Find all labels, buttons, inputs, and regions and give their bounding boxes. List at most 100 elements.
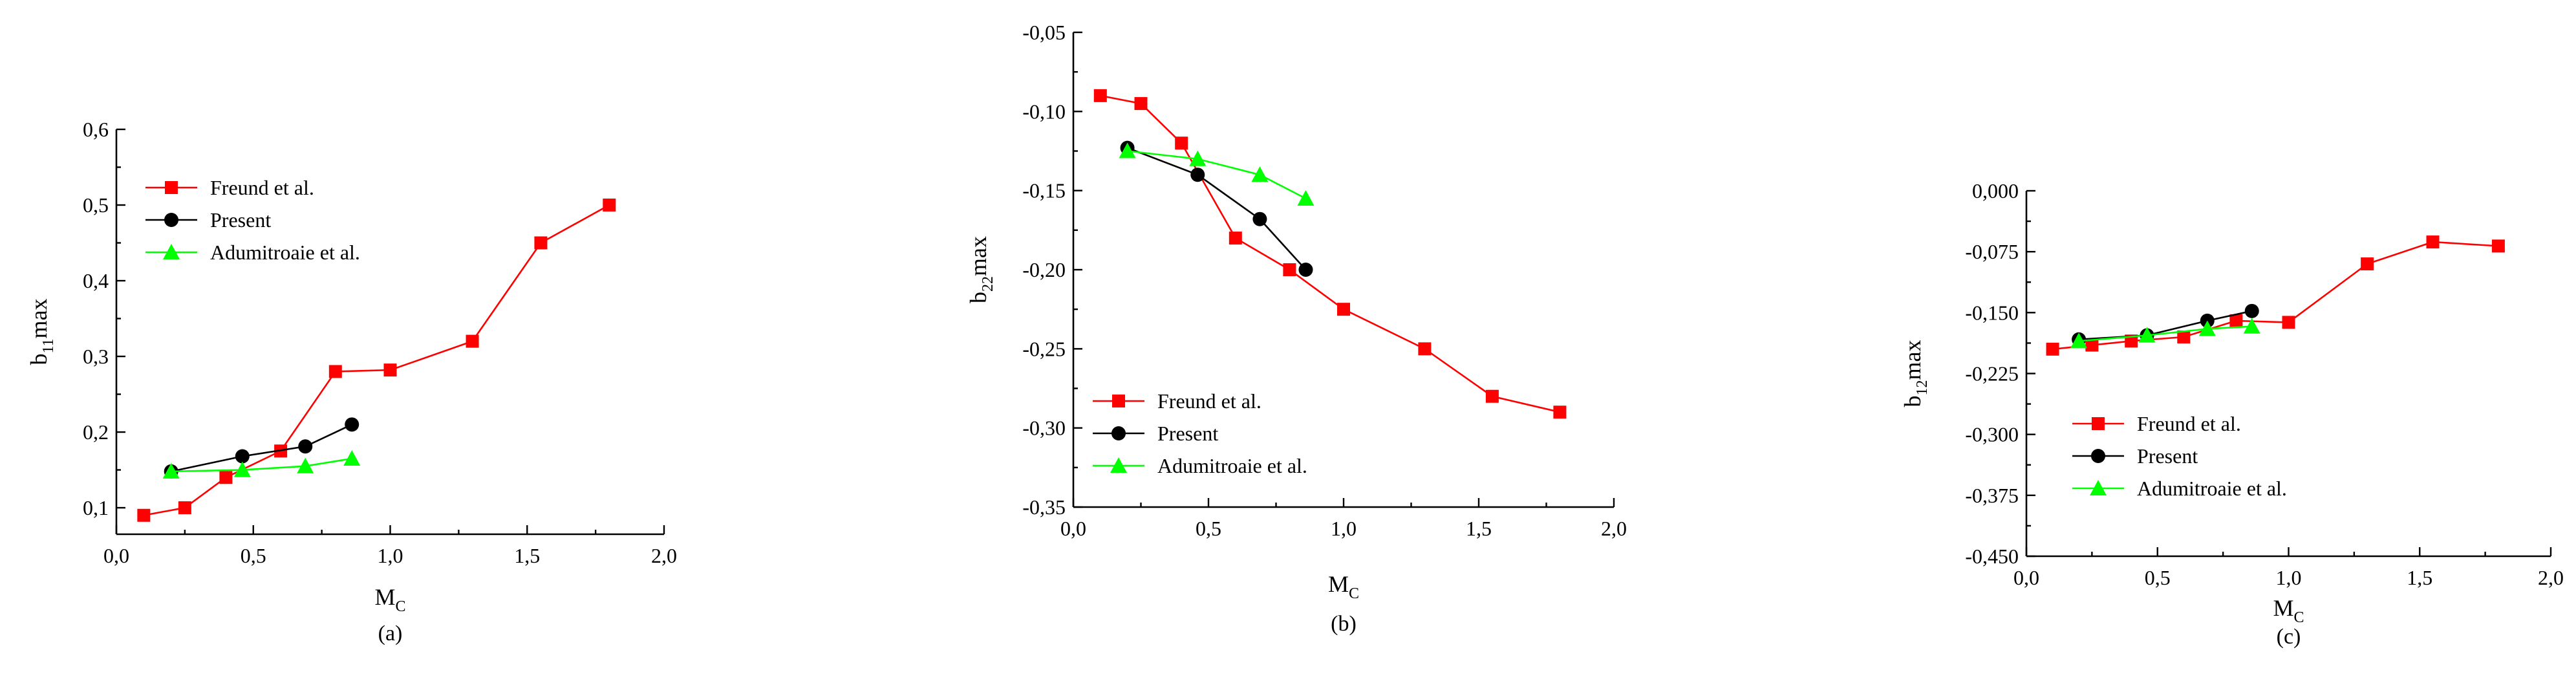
data-point [603, 199, 616, 212]
y-tick-label: 0,3 [83, 345, 109, 368]
y-tick-label: 0,1 [83, 496, 109, 519]
y-tick-label: -0,30 [1022, 417, 1066, 440]
data-point [1418, 342, 1432, 356]
legend-entry: Adumitroaie et al. [2072, 477, 2287, 500]
legend-label: Freund et al. [2137, 412, 2241, 435]
legend-entry: Adumitroaie et al. [1093, 454, 1307, 477]
legend-entry: Freund et al. [145, 176, 314, 199]
legend-label: Freund et al. [210, 176, 314, 199]
y-axis-label-main: b [1900, 395, 1926, 407]
legend-marker [2090, 480, 2107, 496]
data-point [2491, 239, 2505, 253]
data-point [235, 449, 250, 464]
data-point [1337, 303, 1350, 316]
data-point [383, 363, 397, 377]
legend-entry: Freund et al. [1093, 389, 1261, 413]
chart-panel-a: 0,0 0,5 1,0 1,5 2,00,10,20,30,40,50,6MCb11ma… [26, 118, 677, 645]
data-point [1297, 190, 1315, 206]
data-point [2361, 257, 2374, 270]
data-point [2426, 235, 2440, 249]
y-tick-label: -0,05 [1022, 21, 1066, 44]
data-point [1093, 89, 1107, 102]
y-tick-label: -0,150 [1965, 301, 2019, 324]
x-axis-label-sub: C [1349, 585, 1359, 602]
y-axis-label: b22max [965, 236, 996, 303]
series-adumitroaie [162, 450, 361, 479]
data-point [137, 508, 151, 522]
x-axis-label: MC [374, 584, 405, 615]
data-point [233, 461, 251, 477]
x-axis-label-main: M [374, 584, 395, 610]
legend-label: Present [1157, 422, 1218, 445]
series-adumitroaie [1119, 142, 1315, 206]
y-axis-label: b11max [26, 298, 57, 365]
data-point [2046, 342, 2059, 356]
y-axis-label-main: b [965, 292, 991, 303]
panel-label: (c) [2277, 625, 2301, 649]
series-freund [2046, 235, 2505, 356]
data-point [2198, 320, 2216, 336]
y-axis-label-suffix: max [1900, 340, 1926, 380]
x-tick-label: 1,5 [514, 544, 540, 567]
x-tick-label: 2,0 [651, 544, 677, 567]
data-point [1252, 211, 1267, 226]
y-tick-label: -0,10 [1022, 100, 1066, 123]
x-axis-label-sub: C [2294, 609, 2304, 626]
data-point [219, 471, 233, 484]
y-tick-label: -0,300 [1965, 423, 2019, 446]
legend-marker [165, 181, 178, 194]
legend-label: Adumitroaie et al. [2137, 477, 2287, 500]
x-tick-label: 0,0 [2013, 566, 2039, 589]
series-adumitroaie [2070, 318, 2260, 349]
legend-label: Adumitroaie et al. [210, 241, 360, 264]
x-axis-label-sub: C [396, 598, 406, 615]
data-point [1119, 142, 1136, 158]
data-point [1189, 150, 1207, 166]
legend-entry: Freund et al. [2072, 412, 2241, 435]
legend-entry: Present [2072, 444, 2198, 468]
x-tick-label: 0,0 [103, 544, 129, 567]
series-present [1120, 140, 1313, 277]
y-tick-label: -0,075 [1965, 240, 2019, 263]
y-tick-label: 0,4 [83, 269, 109, 292]
data-point [2243, 318, 2260, 334]
data-point [1298, 263, 1313, 277]
y-tick-label: 0,000 [1972, 179, 2019, 202]
x-tick-label: 1,5 [1466, 517, 1492, 540]
y-axis-label-sub: 11 [40, 338, 57, 353]
legend-marker [164, 213, 178, 227]
data-point [1190, 168, 1205, 182]
legend-marker [2091, 449, 2105, 463]
series-line [1127, 147, 1307, 270]
y-tick-label: 0,2 [83, 420, 109, 444]
legend-marker [163, 244, 180, 260]
data-point [297, 457, 314, 473]
legend-entry: Adumitroaie et al. [145, 241, 360, 264]
y-tick-label: -0,25 [1022, 337, 1066, 360]
y-tick-label: -0,15 [1022, 179, 1066, 202]
series-line [1100, 94, 1560, 413]
data-point [178, 501, 191, 515]
data-point [2085, 338, 2099, 352]
data-point [2125, 334, 2138, 348]
legend-marker [2092, 417, 2105, 430]
x-tick-label: 1,0 [2276, 566, 2302, 589]
series-line [171, 424, 352, 473]
y-axis-label-sub: 12 [1914, 380, 1931, 395]
y-tick-label: -0,20 [1022, 258, 1066, 281]
y-axis-label-suffix: max [965, 236, 991, 276]
y-axis-label: b12max [1900, 340, 1931, 407]
series-line [2078, 325, 2252, 342]
series-freund [1093, 89, 1567, 419]
data-point [1175, 136, 1188, 150]
chart-panel-b: 0,0 0,5 1,0 1,5 2,0 -0,35 -0,30 -0,25 -0,20 -0,15… [965, 21, 1627, 636]
panel-label: (b) [1331, 612, 1357, 636]
data-point [2070, 332, 2088, 349]
legend-marker [1110, 457, 1127, 473]
data-point [2138, 327, 2156, 343]
x-tick-label: 2,0 [2538, 566, 2564, 589]
x-tick-label: 0,5 [1196, 517, 1221, 540]
series-line [1127, 150, 1307, 200]
data-point [2229, 314, 2243, 327]
